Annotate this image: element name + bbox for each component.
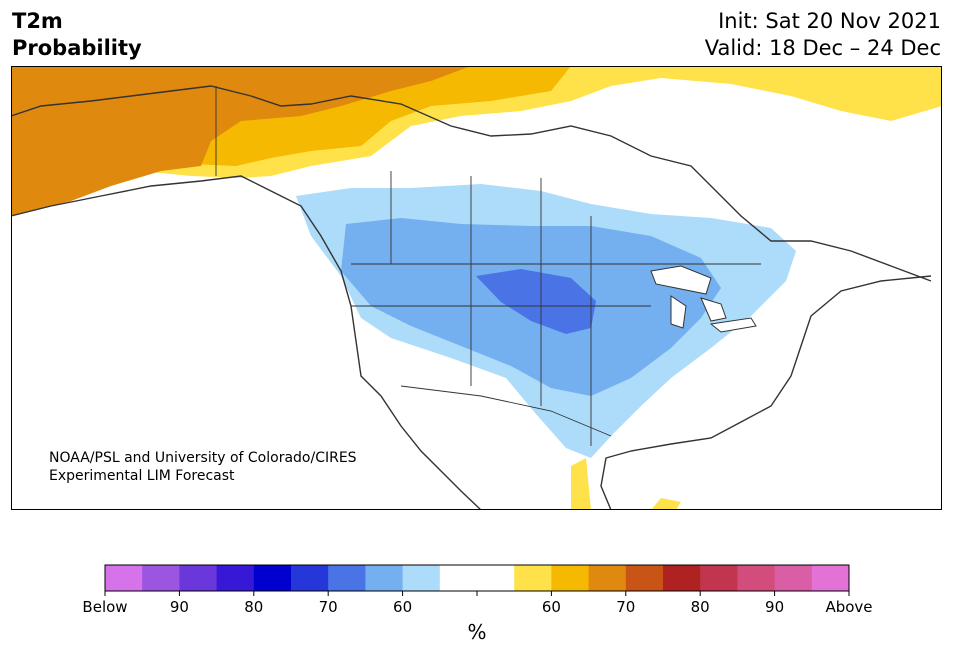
colorbar-swatch — [551, 565, 590, 591]
title-line-1: T2m — [12, 9, 63, 33]
chart-title: T2m Probability — [12, 8, 142, 62]
contour-below-80 — [476, 269, 596, 334]
colorbar-swatch — [625, 565, 664, 591]
title-line-2: Probability — [12, 36, 142, 60]
colorbar-swatch — [402, 565, 441, 591]
colorbar-swatch — [216, 565, 255, 591]
colorbar-swatch — [142, 565, 180, 591]
colorbar-swatch — [365, 565, 404, 591]
colorbar — [104, 564, 850, 596]
colorbar-swatch — [514, 565, 552, 591]
colorbar-swatch — [700, 565, 738, 591]
colorbar-tick-label: 60 — [541, 598, 561, 616]
colorbar-tick-label: 80 — [690, 598, 710, 616]
great-lakes-icon — [650, 265, 757, 333]
colorbar-swatch — [477, 565, 515, 591]
colorbar-tick-label: 70 — [616, 598, 636, 616]
colorbar-swatch — [253, 565, 292, 591]
colorbar-swatch — [439, 565, 478, 591]
colorbar-swatch — [588, 565, 627, 591]
border-outline — [215, 86, 761, 446]
colorbar-swatch — [105, 565, 143, 591]
credit-line-2: Experimental LIM Forecast — [49, 468, 235, 484]
colorbar-swatch — [774, 565, 813, 591]
colorbar-swatch — [737, 565, 776, 591]
colorbar-swatch — [811, 565, 850, 591]
forecast-dates: Init: Sat 20 Nov 2021 Valid: 18 Dec – 24… — [705, 8, 941, 62]
probability-map — [11, 66, 942, 510]
coastline-outline — [11, 85, 932, 510]
colorbar-tick-label: Above — [825, 598, 873, 616]
colorbar-swatch — [179, 565, 218, 591]
colorbar-tick-label: 80 — [244, 598, 264, 616]
colorbar-tick-label: 70 — [318, 598, 338, 616]
contour-above-60-mexico — [571, 458, 681, 510]
colorbar-tick-label: 60 — [393, 598, 413, 616]
colorbar-unit: % — [467, 620, 487, 644]
credit-line-1: NOAA/PSL and University of Colorado/CIRE… — [49, 450, 357, 466]
map-frame — [11, 66, 942, 510]
colorbar-swatch — [291, 565, 329, 591]
colorbar-tick-label: 90 — [765, 598, 785, 616]
init-date: Init: Sat 20 Nov 2021 — [718, 9, 941, 33]
credit-text: NOAA/PSL and University of Colorado/CIRE… — [49, 449, 357, 485]
valid-range: Valid: 18 Dec – 24 Dec — [704, 36, 941, 60]
colorbar-swatch — [663, 565, 701, 591]
contour-above-80 — [11, 66, 471, 216]
colorbar-tick-label: 90 — [169, 598, 189, 616]
colorbar-swatch — [328, 565, 366, 591]
colorbar-tick-label: Below — [82, 598, 128, 616]
